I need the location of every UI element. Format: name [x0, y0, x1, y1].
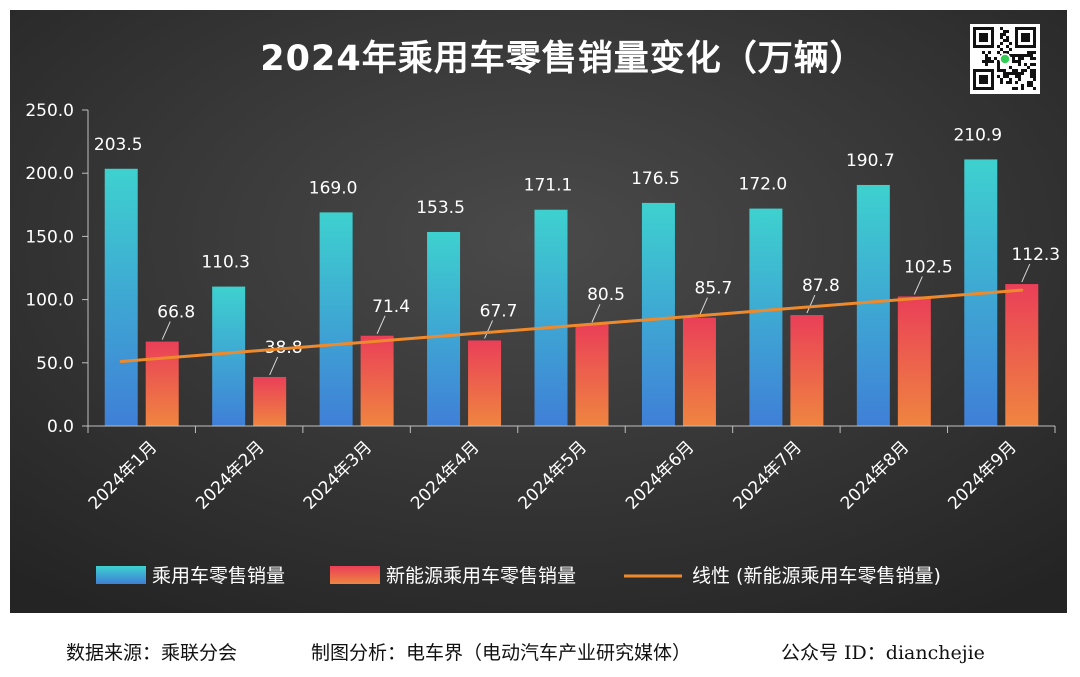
bar-nev-retail: [253, 376, 287, 426]
credit-note: 制图分析：电车界（电动汽车产业研究媒体）: [311, 642, 692, 664]
y-tick-label: 100.0: [25, 291, 74, 311]
data-label-nev-retail: 85.7: [695, 279, 733, 299]
bar-retail: [104, 168, 138, 426]
bar-retail: [427, 231, 461, 426]
data-label-leader: [913, 276, 923, 295]
bar-retail: [212, 286, 246, 426]
bar-nev-retail: [360, 335, 394, 426]
data-label-nev-retail: 71.4: [372, 297, 410, 317]
legend: 乘用车零售销量 新能源乘用车零售销量 线性 (新能源乘用车零售销量): [96, 565, 941, 587]
y-tick-label: 50.0: [36, 354, 74, 374]
data-label-retail: 110.3: [201, 253, 250, 273]
legend-label-nev-retail: 新能源乘用车零售销量: [386, 565, 576, 587]
chart-panel: 2024年乘用车零售销量变化（万辆） 0.0 50.0 100.0 150.0 200.…: [10, 10, 1067, 613]
footer: 数据来源：乘联分会 制图分析：电车界（电动汽车产业研究媒体） 公众号 ID：di…: [0, 628, 1080, 677]
legend-label-retail: 乘用车零售销量: [152, 565, 285, 587]
legend-swatch-nev-retail: [330, 566, 380, 584]
trendline-nev: [119, 288, 1024, 364]
data-label-leader: [698, 297, 708, 316]
y-tick-label: 250.0: [25, 101, 74, 121]
data-label-retail: 203.5: [94, 135, 143, 155]
data-label-leader: [806, 294, 816, 314]
data-label-leader: [484, 320, 494, 339]
data-label-nev-retail: 102.5: [904, 257, 953, 277]
data-label-retail: 210.9: [953, 125, 1002, 145]
legend-label-trendline: 线性 (新能源乘用车零售销量): [692, 565, 941, 587]
chart-svg: 2024年乘用车零售销量变化（万辆） 0.0 50.0 100.0 150.0 200.…: [10, 10, 1067, 613]
data-label-nev-retail: 112.3: [1011, 245, 1060, 265]
data-label-leader: [1021, 263, 1031, 283]
y-tick-label: 200.0: [25, 164, 74, 184]
data-label-leader: [161, 321, 171, 340]
bar-retail: [856, 184, 890, 426]
data-label-retail: 171.1: [524, 176, 573, 196]
data-label-retail: 176.5: [631, 169, 680, 189]
qr-code-icon: [970, 24, 1040, 94]
data-label-leader: [591, 304, 601, 323]
bar-nev-retail: [682, 317, 716, 426]
source-note: 数据来源：乘联分会: [66, 642, 238, 664]
data-label-nev-retail: 66.8: [157, 303, 195, 323]
data-label-retail: 190.7: [846, 151, 895, 171]
bar-nev-retail: [575, 324, 609, 426]
legend-swatch-retail: [96, 566, 146, 584]
bar-nev-retail: [145, 341, 179, 426]
bar-nev-retail: [1005, 284, 1039, 426]
data-label-retail: 172.0: [739, 175, 788, 195]
bar-nev-retail: [897, 296, 931, 426]
data-label-leader: [269, 356, 279, 376]
bar-retail: [534, 209, 568, 426]
data-label-retail: 153.5: [416, 198, 465, 218]
data-label-nev-retail: 87.8: [802, 276, 840, 296]
data-label-retail: 169.0: [309, 178, 358, 198]
y-tick-label: 0.0: [47, 417, 74, 437]
account-note: 公众号 ID：dianchejie: [781, 642, 985, 664]
data-label-nev-retail: 80.5: [587, 285, 625, 305]
y-tick-label: 150.0: [25, 227, 74, 247]
bar-retail: [749, 208, 783, 426]
bar-retail: [319, 212, 353, 426]
bar-retail: [641, 202, 675, 426]
bar-nev-retail: [468, 340, 502, 426]
bar-nev-retail: [790, 315, 824, 426]
data-label-leader: [376, 315, 386, 334]
chart-title: 2024年乘用车零售销量变化（万辆）: [260, 39, 865, 79]
data-label-nev-retail: 67.7: [480, 301, 518, 321]
